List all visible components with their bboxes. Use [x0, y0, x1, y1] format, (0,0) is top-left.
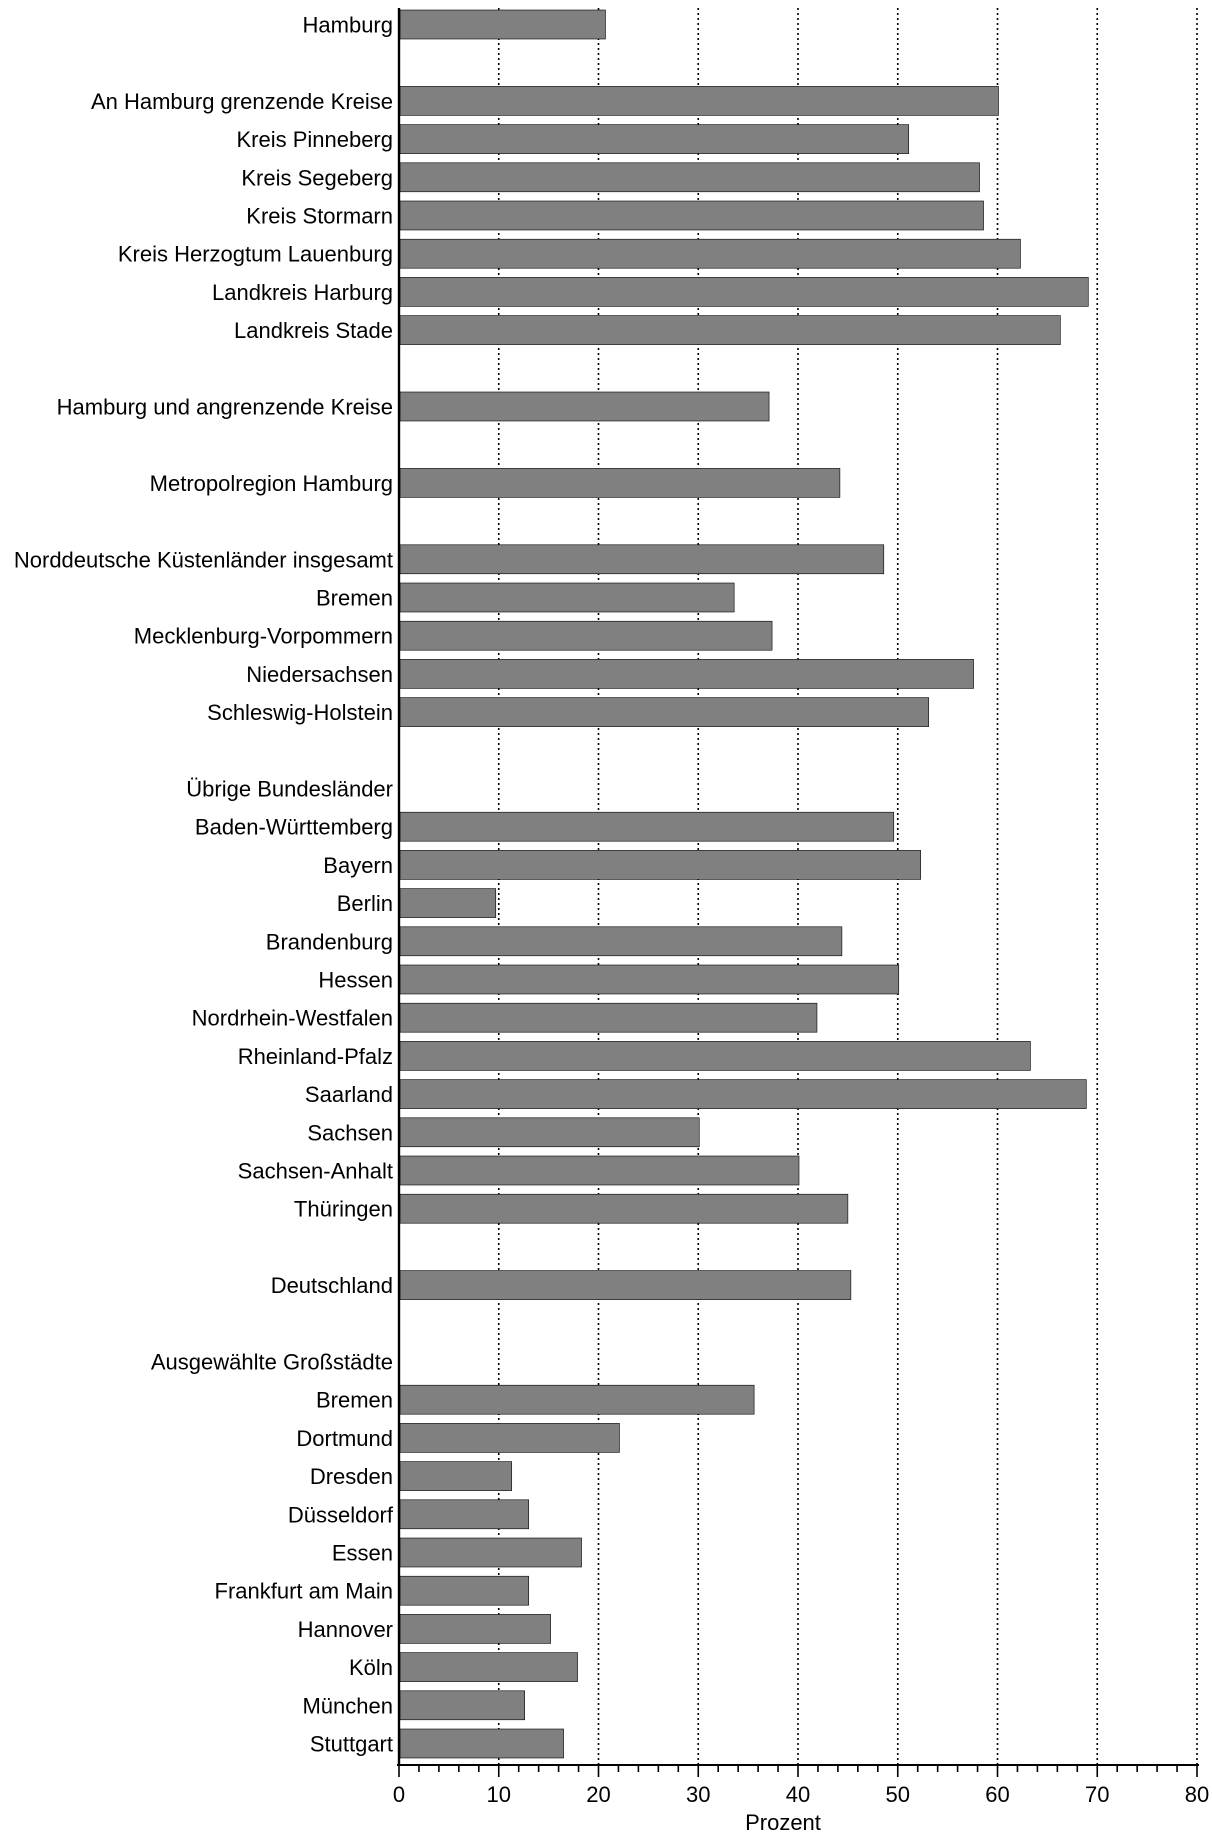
category-label: Rheinland-Pfalz [238, 1044, 393, 1069]
bar [399, 620, 773, 651]
category-label: Bremen [316, 1388, 393, 1413]
category-label: An Hamburg grenzende Kreise [91, 89, 393, 114]
bar [399, 1575, 529, 1606]
category-label: Berlin [337, 891, 393, 916]
bar [399, 468, 841, 498]
category-label: Hannover [298, 1617, 393, 1642]
bar [399, 811, 895, 842]
bar [399, 659, 974, 689]
bar [399, 391, 770, 422]
bar [399, 1461, 513, 1491]
bar [399, 9, 606, 40]
category-label: Thüringen [294, 1197, 393, 1222]
category-labels: Hamburg An Hamburg grenzende Kreise Kreis … [14, 13, 394, 1757]
category-label: Essen [332, 1541, 393, 1566]
category-label: Sachsen [307, 1120, 393, 1145]
x-tick-label: 40 [786, 1782, 810, 1807]
x-tick-label: 0 [393, 1782, 405, 1807]
category-label: Baden-Württemberg [195, 815, 393, 840]
bar [399, 1193, 849, 1224]
bar [399, 888, 497, 918]
category-label: Hamburg und angrenzende Kreise [57, 395, 393, 420]
category-label: Hessen [318, 968, 393, 993]
bar [399, 124, 910, 154]
x-tick-label: 10 [487, 1782, 511, 1807]
bar [399, 582, 735, 613]
bar [399, 1155, 800, 1186]
category-label: Übrige Bundesländer [186, 777, 393, 802]
category-label: Norddeutsche Küstenländer insgesamt [14, 547, 393, 572]
category-label: Dortmund [296, 1426, 393, 1451]
bar [399, 277, 1089, 307]
category-label: Schleswig-Holstein [207, 700, 393, 725]
bar [399, 1117, 700, 1148]
bar [399, 1002, 818, 1033]
bar [399, 926, 843, 957]
x-tick-label: 60 [985, 1782, 1009, 1807]
category-label: Metropolregion Hamburg [150, 471, 393, 496]
category-label: Deutschland [271, 1273, 393, 1298]
bar [399, 1614, 551, 1644]
bar [399, 964, 900, 995]
category-label: Hamburg [303, 13, 393, 38]
grid-layer [497, 8, 1198, 1765]
category-label: Stuttgart [310, 1732, 393, 1757]
x-tick-label: 30 [686, 1782, 710, 1807]
bar-layer [399, 9, 1089, 1759]
bar [399, 1423, 620, 1453]
bar [399, 315, 1061, 345]
x-tick-label: 70 [1085, 1782, 1109, 1807]
category-label: Kreis Stormarn [246, 204, 393, 229]
bar [399, 86, 999, 116]
bar [399, 850, 921, 880]
bar [399, 200, 984, 231]
category-label: Bayern [323, 853, 393, 878]
category-label: München [302, 1693, 393, 1718]
category-label: Kreis Pinneberg [236, 127, 393, 152]
category-label: Bremen [316, 586, 393, 611]
category-label: Köln [349, 1655, 393, 1680]
category-label: Dresden [310, 1464, 393, 1489]
category-label: Landkreis Stade [234, 318, 393, 343]
bar [399, 238, 1021, 269]
x-axis: 0 10 20 30 40 50 60 70 80 [393, 8, 1209, 1807]
category-label: Saarland [305, 1082, 393, 1107]
category-label: Ausgewählte Großstädte [151, 1350, 393, 1375]
bar [399, 544, 885, 575]
category-label: Niedersachsen [246, 662, 393, 687]
x-tick-label: 50 [886, 1782, 910, 1807]
bar [399, 1537, 582, 1568]
bar [399, 697, 929, 727]
category-label: Landkreis Harburg [212, 280, 393, 305]
x-tick-label: 20 [586, 1782, 610, 1807]
bar [399, 1041, 1031, 1071]
bar [399, 1728, 564, 1759]
bar [399, 1652, 578, 1682]
bar [399, 1270, 852, 1300]
category-label: Sachsen-Anhalt [238, 1159, 393, 1184]
bar [399, 1690, 525, 1721]
category-label: Kreis Herzogtum Lauenburg [118, 242, 393, 267]
category-label: Kreis Segeberg [241, 165, 393, 190]
bar [399, 1079, 1087, 1109]
x-axis-title: Prozent [745, 1810, 821, 1835]
bar [399, 1384, 755, 1415]
category-label: Mecklenburg-Vorpommern [134, 624, 393, 649]
category-label: Brandenburg [266, 929, 393, 954]
bar [399, 162, 980, 193]
category-label: Düsseldorf [288, 1502, 394, 1527]
category-label: Nordrhein-Westfalen [192, 1006, 393, 1031]
category-label: Frankfurt am Main [215, 1579, 394, 1604]
bar [399, 1499, 529, 1530]
x-tick-label: 80 [1185, 1782, 1209, 1807]
